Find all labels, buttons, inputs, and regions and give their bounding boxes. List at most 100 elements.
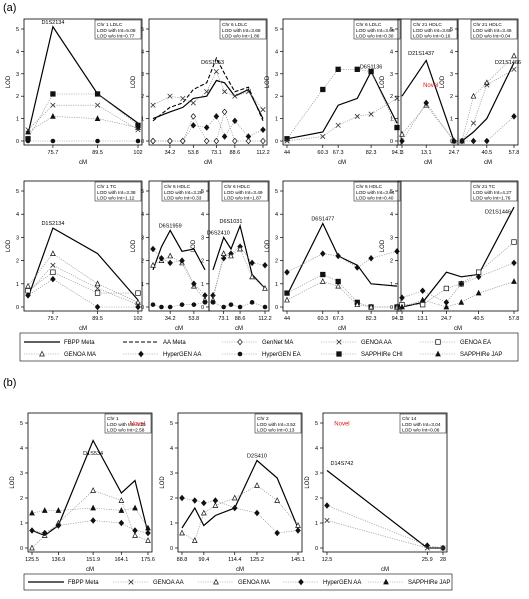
info-box-line: LOD with Int=5.08 (97, 28, 136, 34)
info-box (254, 413, 302, 434)
series-x (25, 262, 141, 308)
data-point (320, 133, 326, 140)
data-point (94, 115, 101, 121)
y-tick-label: 4 (390, 212, 393, 218)
data-point (55, 522, 62, 529)
x-tick-label: 57.8 (509, 150, 520, 156)
legend-item-x: GENOA AA (113, 579, 184, 586)
series-line (401, 206, 515, 308)
series-triangle-open (210, 245, 268, 303)
data-point (368, 111, 374, 117)
x-tick-label: 60.3 (317, 316, 328, 322)
legend-label: GENOA AA (361, 340, 392, 346)
y-tick-label: 1 (275, 117, 278, 123)
series-solid (286, 70, 398, 140)
y-tick-label: 5 (141, 189, 144, 195)
series-square-open (25, 269, 141, 296)
data-point (419, 287, 426, 294)
data-point (200, 509, 207, 516)
x-tick-label: 53.8 (189, 316, 200, 322)
y-tick-label: 2 (16, 94, 19, 100)
data-point (295, 522, 301, 528)
series-line (286, 222, 398, 296)
legend-label: HyperGEN AA (163, 352, 201, 358)
info-box-line: LOD w/o Int=1.87 (224, 196, 262, 202)
plot-frame (282, 180, 402, 312)
y-axis-label: LOD (6, 239, 12, 252)
x-axis-label: cM (204, 160, 212, 166)
legend-item-triangle-open: GENOA MA (198, 578, 270, 586)
y-tick-label: 5 (275, 27, 278, 33)
data-point (25, 128, 31, 135)
data-point (319, 278, 326, 284)
series-line (286, 70, 398, 140)
data-point (443, 303, 450, 310)
y-tick-label: 2 (275, 94, 278, 100)
series-line (31, 490, 149, 549)
info-box-line: LOD with Int=4.27 (473, 190, 512, 196)
info-box-line: LOD with Int=4.20 (107, 422, 146, 428)
x-axis-label: cM (338, 160, 346, 166)
y-axis-label: LOD (191, 239, 197, 252)
series-square-filled (25, 91, 141, 142)
x-tick-label: 82.3 (366, 150, 377, 156)
data-point (204, 89, 210, 95)
data-point (424, 545, 430, 551)
data-point (284, 138, 290, 144)
y-tick-label: 2 (170, 496, 173, 502)
data-point (262, 262, 268, 269)
y-tick-label: 1 (315, 521, 318, 527)
series-line (402, 241, 515, 306)
legend-sample-marker (383, 578, 389, 585)
legend-item-triangle-filled: SAPPHIRe JAP (368, 578, 450, 586)
info-box-line: LOD with Int=3.46 (473, 28, 512, 34)
x-tick-label: 25.9 (422, 557, 433, 563)
data-point (145, 537, 151, 543)
data-point (511, 278, 517, 284)
data-point (260, 126, 266, 134)
legend-item-dashed: AA Meta (123, 340, 186, 346)
data-point (132, 527, 138, 534)
legend-sample-marker (128, 579, 134, 585)
data-point (354, 66, 360, 72)
info-box-line: Chr 6 HDLC (224, 184, 251, 190)
data-point (354, 301, 361, 308)
y-tick-label: 1 (275, 282, 278, 288)
data-point (368, 255, 374, 262)
data-point (180, 137, 186, 145)
series-line (152, 56, 264, 122)
data-point (237, 245, 243, 252)
y-tick-label: 3 (201, 235, 204, 241)
y-tick-label: 2 (390, 94, 393, 100)
info-box-line: LOD with Int=3.04 (402, 422, 441, 428)
data-point (25, 127, 31, 133)
data-point (180, 95, 186, 102)
series-triangle-open (29, 487, 151, 551)
x-tick-label: 13.1 (421, 150, 432, 156)
data-point (320, 271, 326, 278)
info-box-line: LOD w/o Int=0.06 (402, 428, 440, 434)
data-point (94, 91, 101, 97)
plot-frame (27, 412, 153, 553)
info-box (399, 413, 447, 434)
data-point (220, 250, 227, 256)
series-diamond-filled (179, 494, 301, 537)
data-point (25, 138, 31, 144)
series-diamond-filled (150, 245, 208, 299)
data-point (354, 113, 360, 119)
x-axis-label: cM (454, 326, 462, 332)
x-tick-label: 94.1 (392, 316, 403, 322)
x-tick-label: 60.3 (317, 150, 328, 156)
x-tick-label: 12.5 (322, 557, 333, 563)
legend-label: HyperGEN EA (262, 352, 301, 358)
data-point (335, 252, 341, 260)
plot-frame (282, 18, 402, 146)
data-point (179, 494, 185, 502)
data-point (399, 130, 405, 137)
data-point (335, 122, 341, 128)
info-box-line: Chr 6 HDLC (164, 184, 191, 190)
plot-frame (148, 18, 268, 146)
data-point (90, 487, 96, 493)
